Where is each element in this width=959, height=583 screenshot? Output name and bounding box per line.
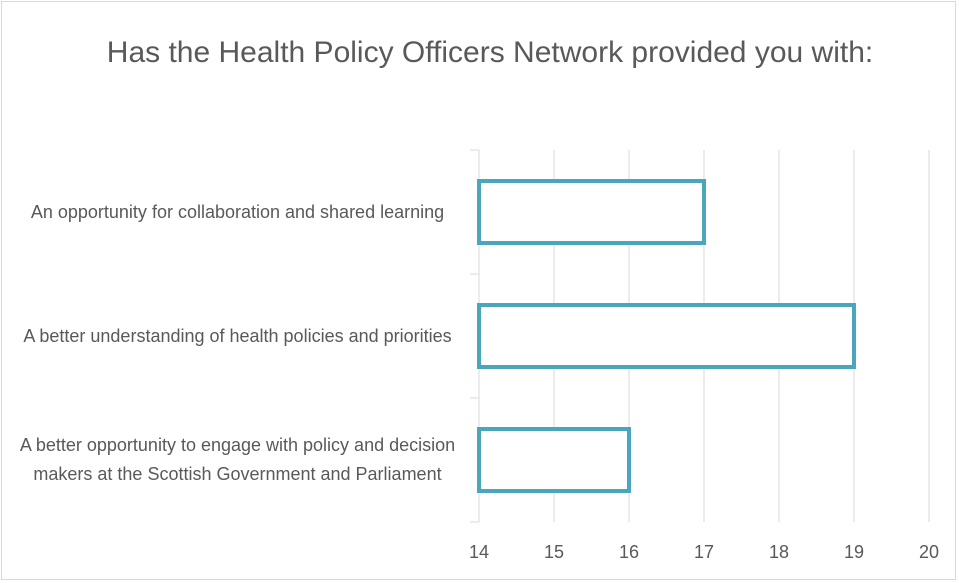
category-label: A better opportunity to engage with poli… <box>19 435 456 484</box>
bar <box>477 179 706 245</box>
x-tick-label: 16 <box>619 542 639 562</box>
bar <box>477 427 631 493</box>
x-tick-label: 20 <box>919 542 939 562</box>
category-label: An opportunity for collaboration and sha… <box>30 201 445 222</box>
x-tick-label: 14 <box>469 542 489 562</box>
chart-title: Has the Health Policy Officers Network p… <box>106 36 874 69</box>
category-label: A better understanding of health policie… <box>23 325 452 346</box>
x-tick-label: 17 <box>694 542 714 562</box>
x-tick-label: 15 <box>544 542 564 562</box>
bar <box>477 303 856 369</box>
x-tick-label: 19 <box>844 542 864 562</box>
x-tick-label: 18 <box>769 542 789 562</box>
